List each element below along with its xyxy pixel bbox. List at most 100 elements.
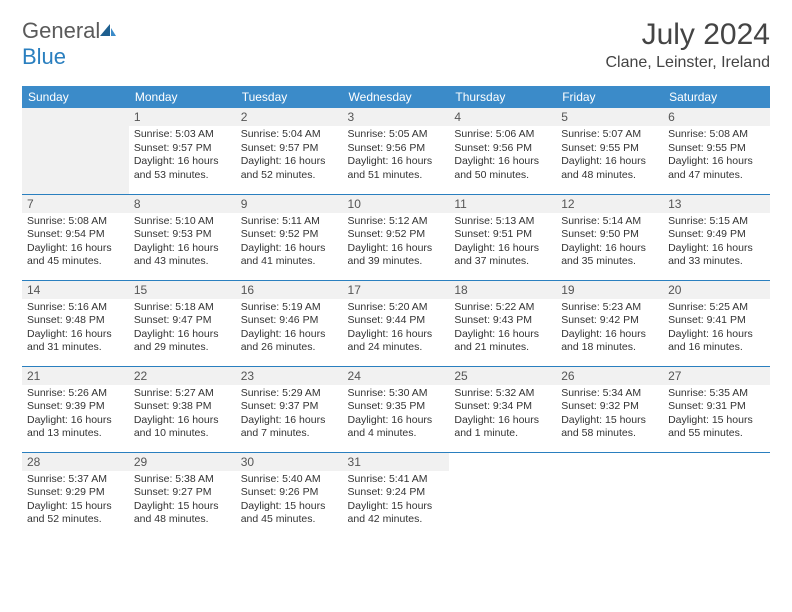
day-number: 12 xyxy=(556,195,663,213)
calendar-day-cell: 27Sunrise: 5:35 AMSunset: 9:31 PMDayligh… xyxy=(663,366,770,452)
logo-text-blue: Blue xyxy=(22,44,66,69)
day-info: Sunrise: 5:41 AMSunset: 9:24 PMDaylight:… xyxy=(348,473,445,528)
day-info: Sunrise: 5:15 AMSunset: 9:49 PMDaylight:… xyxy=(668,215,765,270)
day-number: 1 xyxy=(129,108,236,126)
day-info: Sunrise: 5:06 AMSunset: 9:56 PMDaylight:… xyxy=(454,128,551,183)
calendar-day-cell: 17 Sunrise: 5:20 AMSunset: 9:44 PMDayligh… xyxy=(343,280,450,366)
day-number: 27 xyxy=(663,367,770,385)
day-info: Sunrise: 5:08 AMSunset: 9:55 PMDaylight:… xyxy=(668,128,765,183)
calendar-day-cell: 5 Sunrise: 5:07 AMSunset: 9:55 PMDaylight… xyxy=(556,108,663,194)
calendar-week-row: 1 Sunrise: 5:03 AMSunset: 9:57 PMDaylight… xyxy=(22,108,770,194)
day-number: 23 xyxy=(236,367,343,385)
weekday-header: Saturday xyxy=(663,86,770,108)
day-info: Sunrise: 5:32 AMSunset: 9:34 PMDaylight:… xyxy=(454,387,551,442)
day-number: 14 xyxy=(22,281,129,299)
day-info: Sunrise: 5:25 AMSunset: 9:41 PMDaylight:… xyxy=(668,301,765,356)
day-info: Sunrise: 5:38 AMSunset: 9:27 PMDaylight:… xyxy=(134,473,231,528)
day-info: Sunrise: 5:07 AMSunset: 9:55 PMDaylight:… xyxy=(561,128,658,183)
calendar-day-cell: 25 Sunrise: 5:32 AMSunset: 9:34 PMDayligh… xyxy=(449,366,556,452)
day-info: Sunrise: 5:37 AMSunset: 9:29 PMDaylight:… xyxy=(27,473,124,528)
calendar-day-cell: 3 Sunrise: 5:05 AMSunset: 9:56 PMDaylight… xyxy=(343,108,450,194)
day-number: 9 xyxy=(236,195,343,213)
weekday-header-row: SundayMondayTuesdayWednesdayThursdayFrid… xyxy=(22,86,770,108)
day-info: Sunrise: 5:14 AMSunset: 9:50 PMDaylight:… xyxy=(561,215,658,270)
calendar-day-cell: 4 Sunrise: 5:06 AMSunset: 9:56 PMDaylight… xyxy=(449,108,556,194)
calendar-day-cell: 24 Sunrise: 5:30 AMSunset: 9:35 PMDayligh… xyxy=(343,366,450,452)
day-number: 10 xyxy=(343,195,450,213)
calendar-day-cell: 30 Sunrise: 5:40 AMSunset: 9:26 PMDayligh… xyxy=(236,452,343,538)
calendar-day-cell: 9Sunrise: 5:11 AMSunset: 9:52 PMDaylight… xyxy=(236,194,343,280)
calendar-day-cell: 11 Sunrise: 5:13 AMSunset: 9:51 PMDayligh… xyxy=(449,194,556,280)
day-info: Sunrise: 5:08 AMSunset: 9:54 PMDaylight:… xyxy=(27,215,124,270)
weekday-header: Wednesday xyxy=(343,86,450,108)
calendar-day-cell: 16 Sunrise: 5:19 AMSunset: 9:46 PMDayligh… xyxy=(236,280,343,366)
day-number: 20 xyxy=(663,281,770,299)
day-number: 28 xyxy=(22,453,129,471)
calendar-empty-cell xyxy=(22,108,129,194)
title-block: July 2024 Clane, Leinster, Ireland xyxy=(605,18,770,72)
day-info: Sunrise: 5:34 AMSunset: 9:32 PMDaylight:… xyxy=(561,387,658,442)
day-info: Sunrise: 5:27 AMSunset: 9:38 PMDaylight:… xyxy=(134,387,231,442)
calendar-day-cell: 6Sunrise: 5:08 AMSunset: 9:55 PMDaylight… xyxy=(663,108,770,194)
day-info: Sunrise: 5:16 AMSunset: 9:48 PMDaylight:… xyxy=(27,301,124,356)
calendar-week-row: 14 Sunrise: 5:16 AMSunset: 9:48 PMDayligh… xyxy=(22,280,770,366)
day-number: 25 xyxy=(449,367,556,385)
calendar-day-cell: 2 Sunrise: 5:04 AMSunset: 9:57 PMDaylight… xyxy=(236,108,343,194)
day-number: 29 xyxy=(129,453,236,471)
day-number: 19 xyxy=(556,281,663,299)
calendar-day-cell: 20 Sunrise: 5:25 AMSunset: 9:41 PMDayligh… xyxy=(663,280,770,366)
day-number: 18 xyxy=(449,281,556,299)
calendar-day-cell: 15Sunrise: 5:18 AMSunset: 9:47 PMDayligh… xyxy=(129,280,236,366)
calendar-day-cell: 31 Sunrise: 5:41 AMSunset: 9:24 PMDayligh… xyxy=(343,452,450,538)
day-info: Sunrise: 5:29 AMSunset: 9:37 PMDaylight:… xyxy=(241,387,338,442)
day-number: 16 xyxy=(236,281,343,299)
day-info: Sunrise: 5:30 AMSunset: 9:35 PMDaylight:… xyxy=(348,387,445,442)
day-info: Sunrise: 5:20 AMSunset: 9:44 PMDaylight:… xyxy=(348,301,445,356)
day-number: 30 xyxy=(236,453,343,471)
day-number: 3 xyxy=(343,108,450,126)
calendar-day-cell: 8Sunrise: 5:10 AMSunset: 9:53 PMDaylight… xyxy=(129,194,236,280)
calendar-day-cell: 10 Sunrise: 5:12 AMSunset: 9:52 PMDayligh… xyxy=(343,194,450,280)
calendar-table: SundayMondayTuesdayWednesdayThursdayFrid… xyxy=(22,86,770,538)
day-info: Sunrise: 5:26 AMSunset: 9:39 PMDaylight:… xyxy=(27,387,124,442)
day-number: 26 xyxy=(556,367,663,385)
day-number: 13 xyxy=(663,195,770,213)
page-title: July 2024 xyxy=(605,18,770,52)
day-number: 7 xyxy=(22,195,129,213)
day-number: 2 xyxy=(236,108,343,126)
day-info: Sunrise: 5:10 AMSunset: 9:53 PMDaylight:… xyxy=(134,215,231,270)
calendar-day-cell: 22Sunrise: 5:27 AMSunset: 9:38 PMDayligh… xyxy=(129,366,236,452)
day-number: 5 xyxy=(556,108,663,126)
day-info: Sunrise: 5:12 AMSunset: 9:52 PMDaylight:… xyxy=(348,215,445,270)
header: General Blue July 2024 Clane, Leinster, … xyxy=(22,18,770,72)
calendar-day-cell: 26 Sunrise: 5:34 AMSunset: 9:32 PMDayligh… xyxy=(556,366,663,452)
calendar-day-cell: 7 Sunrise: 5:08 AMSunset: 9:54 PMDaylight… xyxy=(22,194,129,280)
day-number: 24 xyxy=(343,367,450,385)
weekday-header: Sunday xyxy=(22,86,129,108)
logo-text: General Blue xyxy=(22,18,118,70)
day-info: Sunrise: 5:23 AMSunset: 9:42 PMDaylight:… xyxy=(561,301,658,356)
day-info: Sunrise: 5:03 AMSunset: 9:57 PMDaylight:… xyxy=(134,128,231,183)
calendar-week-row: 28 Sunrise: 5:37 AMSunset: 9:29 PMDayligh… xyxy=(22,452,770,538)
calendar-day-cell: 19 Sunrise: 5:23 AMSunset: 9:42 PMDayligh… xyxy=(556,280,663,366)
calendar-day-cell: 12 Sunrise: 5:14 AMSunset: 9:50 PMDayligh… xyxy=(556,194,663,280)
day-info: Sunrise: 5:40 AMSunset: 9:26 PMDaylight:… xyxy=(241,473,338,528)
day-number: 21 xyxy=(22,367,129,385)
day-number: 31 xyxy=(343,453,450,471)
day-number: 15 xyxy=(129,281,236,299)
logo-sail-icon xyxy=(98,18,118,44)
day-number: 11 xyxy=(449,195,556,213)
calendar-day-cell: 28 Sunrise: 5:37 AMSunset: 9:29 PMDayligh… xyxy=(22,452,129,538)
day-info: Sunrise: 5:13 AMSunset: 9:51 PMDaylight:… xyxy=(454,215,551,270)
day-number: 17 xyxy=(343,281,450,299)
day-number: 4 xyxy=(449,108,556,126)
location-text: Clane, Leinster, Ireland xyxy=(605,54,770,72)
day-info: Sunrise: 5:05 AMSunset: 9:56 PMDaylight:… xyxy=(348,128,445,183)
weekday-header: Friday xyxy=(556,86,663,108)
day-info: Sunrise: 5:04 AMSunset: 9:57 PMDaylight:… xyxy=(241,128,338,183)
calendar-week-row: 21 Sunrise: 5:26 AMSunset: 9:39 PMDayligh… xyxy=(22,366,770,452)
calendar-day-cell: 23 Sunrise: 5:29 AMSunset: 9:37 PMDayligh… xyxy=(236,366,343,452)
day-info: Sunrise: 5:19 AMSunset: 9:46 PMDaylight:… xyxy=(241,301,338,356)
calendar-day-cell: 1 Sunrise: 5:03 AMSunset: 9:57 PMDaylight… xyxy=(129,108,236,194)
weekday-header: Tuesday xyxy=(236,86,343,108)
